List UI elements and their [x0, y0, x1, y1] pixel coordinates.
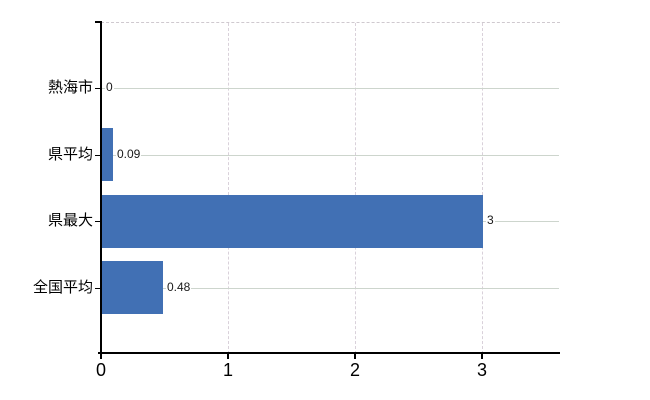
value-label: 3 — [486, 213, 495, 227]
x-tick-label: 3 — [476, 360, 488, 380]
x-tick-label: 1 — [222, 360, 234, 380]
y-tick — [95, 155, 101, 156]
category-label: 全国平均 — [32, 279, 93, 296]
x-tick — [227, 354, 229, 359]
value-label: 0.48 — [166, 280, 192, 294]
h-gridline — [102, 88, 559, 89]
x-tick-label: 2 — [349, 360, 361, 380]
x-tick — [354, 354, 356, 359]
value-label: 0.09 — [116, 147, 142, 161]
bar — [102, 261, 163, 314]
v-gridline — [228, 23, 229, 354]
x-tick — [100, 354, 102, 359]
y-tick — [95, 288, 101, 289]
h-gridline — [102, 288, 559, 289]
bar — [102, 195, 483, 248]
y-axis — [100, 22, 102, 354]
category-label: 県最大 — [47, 212, 93, 229]
h-gridline — [102, 155, 559, 156]
category-label: 熱海市 — [47, 79, 93, 96]
y-axis-top-tick — [95, 21, 102, 23]
value-label: 0 — [105, 80, 114, 94]
v-gridline — [355, 23, 356, 354]
y-tick — [95, 88, 101, 89]
y-tick — [95, 221, 101, 222]
plot-top-border — [101, 22, 560, 23]
v-gridline — [482, 23, 483, 354]
category-label: 県平均 — [47, 146, 93, 163]
x-axis — [98, 352, 560, 354]
bar — [102, 128, 113, 181]
x-tick-label: 0 — [95, 360, 107, 380]
x-tick — [481, 354, 483, 359]
